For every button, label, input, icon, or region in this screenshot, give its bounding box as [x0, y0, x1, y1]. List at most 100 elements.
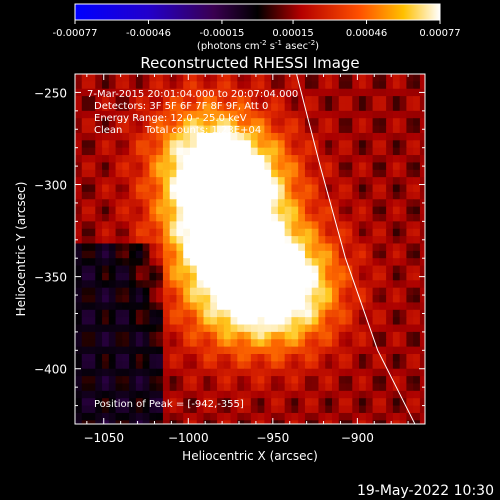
heatmap-cell	[284, 390, 293, 399]
heatmap-cell	[365, 162, 374, 171]
heatmap-cell	[203, 184, 211, 193]
heatmap-cell	[162, 140, 171, 149]
heatmap-cell	[129, 272, 137, 281]
heatmap-cell	[284, 214, 293, 222]
heatmap-cell	[81, 243, 90, 252]
heatmap-cell	[332, 96, 340, 105]
heatmap-cell	[176, 206, 184, 215]
heatmap-cell	[250, 214, 259, 222]
heatmap-cell	[135, 140, 144, 149]
heatmap-cell	[210, 398, 218, 407]
heatmap-cell	[264, 250, 272, 259]
heatmap-cell	[183, 243, 191, 252]
heatmap-cell	[419, 420, 425, 424]
heatmap-cell	[372, 125, 380, 134]
heatmap-cell	[75, 228, 83, 237]
heatmap-cell	[318, 155, 326, 164]
heatmap-cell	[230, 88, 238, 97]
heatmap-cell	[413, 140, 421, 149]
heatmap-cell	[149, 420, 157, 424]
heatmap-cell	[332, 368, 340, 377]
heatmap-cell	[196, 125, 205, 134]
heatmap-cell	[203, 96, 211, 105]
heatmap-cell	[352, 265, 360, 274]
heatmap-cell	[244, 280, 252, 289]
heatmap-cell	[372, 184, 380, 193]
heatmap-cell	[135, 354, 144, 362]
heatmap-cell	[149, 96, 157, 105]
heatmap-cell	[291, 177, 299, 186]
heatmap-cell	[277, 147, 286, 156]
heatmap-cell	[156, 250, 164, 259]
heatmap-cell	[345, 228, 353, 237]
heatmap-cell	[142, 390, 150, 399]
heatmap-cell	[244, 295, 252, 304]
heatmap-cell	[75, 420, 83, 424]
heatmap-cell	[311, 412, 320, 421]
heatmap-cell	[203, 169, 211, 178]
heatmap-cell	[75, 177, 83, 186]
heatmap-cell	[359, 199, 367, 208]
heatmap-cell	[183, 74, 191, 82]
colorbar-units: (photons cm-2 s-1 asec-2)	[197, 39, 319, 52]
heatmap-cell	[271, 103, 279, 112]
heatmap-cell	[196, 169, 205, 178]
heatmap-cell	[223, 368, 232, 377]
heatmap-cell	[386, 125, 394, 134]
heatmap-cell	[298, 243, 306, 252]
heatmap-cell	[95, 287, 103, 296]
heatmap-cell	[379, 236, 387, 245]
heatmap-cell	[277, 250, 286, 259]
heatmap-cell	[271, 169, 279, 178]
heatmap-cell	[102, 132, 110, 141]
heatmap-cell	[271, 302, 279, 311]
heatmap-cell	[149, 346, 157, 355]
heatmap-cell	[352, 368, 360, 377]
heatmap-cell	[291, 250, 299, 259]
heatmap-cell	[189, 309, 198, 318]
heatmap-cell	[352, 118, 360, 127]
heatmap-cell	[359, 96, 367, 105]
heatmap-cell	[108, 361, 117, 370]
heatmap-cell	[149, 354, 157, 362]
heatmap-cell	[237, 324, 245, 333]
heatmap-cell	[81, 317, 90, 326]
heatmap-cell	[284, 96, 293, 105]
heatmap-cell	[115, 221, 123, 230]
heatmap-cell	[277, 265, 286, 274]
heatmap-cell	[176, 302, 184, 311]
heatmap-cell	[122, 132, 130, 141]
heatmap-cell	[379, 324, 387, 333]
heatmap-cell	[271, 74, 279, 82]
heatmap-cell	[271, 331, 279, 340]
heatmap-cell	[176, 162, 184, 171]
heatmap-cell	[203, 81, 211, 90]
heatmap-cell	[250, 317, 259, 326]
heatmap-cell	[203, 88, 211, 97]
heatmap-cell	[122, 162, 130, 171]
heatmap-cell	[304, 361, 313, 370]
heatmap-cell	[413, 74, 421, 82]
heatmap-cell	[277, 184, 286, 193]
heatmap-cell	[311, 354, 320, 362]
heatmap-cell	[162, 354, 171, 362]
heatmap-cell	[332, 169, 340, 178]
heatmap-cell	[189, 140, 198, 149]
heatmap-cell	[176, 405, 184, 414]
heatmap-cell	[135, 346, 144, 355]
heatmap-cell	[230, 118, 238, 127]
heatmap-cell	[129, 184, 137, 193]
heatmap-cell	[230, 287, 238, 296]
heatmap-cell	[345, 118, 353, 127]
heatmap-cell	[244, 302, 252, 311]
heatmap-cell	[142, 420, 150, 424]
heatmap-cell	[250, 96, 259, 105]
heatmap-cell	[115, 206, 123, 215]
heatmap-cell	[298, 74, 306, 82]
heatmap-cell	[325, 412, 333, 421]
heatmap-cell	[325, 214, 333, 222]
heatmap-cell	[88, 110, 96, 119]
heatmap-cell	[345, 317, 353, 326]
heatmap-cell	[102, 243, 110, 252]
heatmap-cell	[102, 287, 110, 296]
